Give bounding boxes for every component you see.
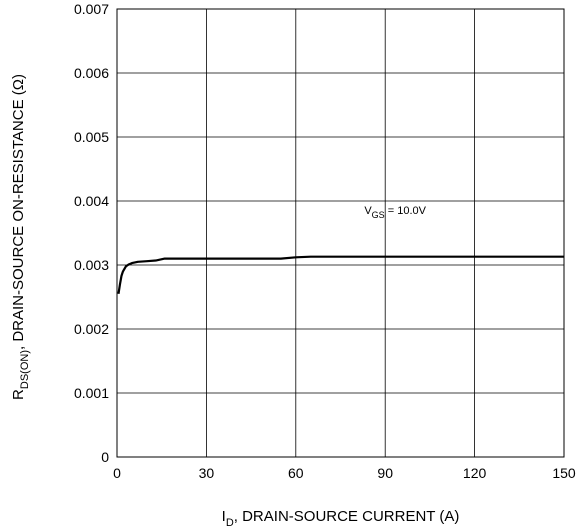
x-axis-title-rest: , DRAIN-SOURCE CURRENT (A)	[234, 508, 460, 525]
x-axis-title-sub: D	[226, 517, 234, 529]
x-axis-title-main: I	[222, 508, 226, 525]
y-tick-label: 0.001	[74, 385, 109, 401]
y-tick-label: 0.007	[74, 1, 109, 17]
y-tick-label: 0.003	[74, 257, 109, 273]
y-tick-label: 0	[101, 449, 109, 465]
x-axis-title: ID, DRAIN-SOURCE CURRENT (A)	[222, 508, 460, 529]
plot-frame	[116, 8, 565, 458]
x-tick-label: 150	[552, 465, 576, 481]
x-tick-label: 90	[377, 465, 393, 481]
x-tick-label: 60	[288, 465, 304, 481]
tick-labels: 0 30 60 90 120 150 0 0.001 0.002 0.003 0.004 0.005 0…	[74, 1, 576, 481]
series	[117, 255, 564, 294]
y-tick-label: 0.002	[74, 321, 109, 337]
annotation-rest: = 10.0V	[385, 205, 427, 217]
annotation-sub: GS	[372, 210, 385, 220]
y-axis-title-sub: DS(ON)	[19, 350, 31, 389]
x-tick-label: 120	[463, 465, 487, 481]
y-tick-label: 0.004	[74, 193, 109, 209]
vgs-annotation: VGS = 10.0V	[364, 205, 426, 220]
x-tick-label: 30	[199, 465, 215, 481]
x-tick-label: 0	[113, 465, 121, 481]
annotation-main: V	[364, 205, 372, 217]
series-line	[117, 255, 564, 294]
y-axis-title: RDS(ON), DRAIN-SOURCE ON-RESISTANCE (Ω)	[10, 74, 31, 400]
y-tick-label: 0.006	[74, 65, 109, 81]
y-tick-label: 0.005	[74, 129, 109, 145]
y-axis-title-main: R	[10, 389, 27, 400]
grid	[117, 9, 564, 457]
y-axis-title-rest: , DRAIN-SOURCE ON-RESISTANCE (Ω)	[10, 74, 27, 350]
